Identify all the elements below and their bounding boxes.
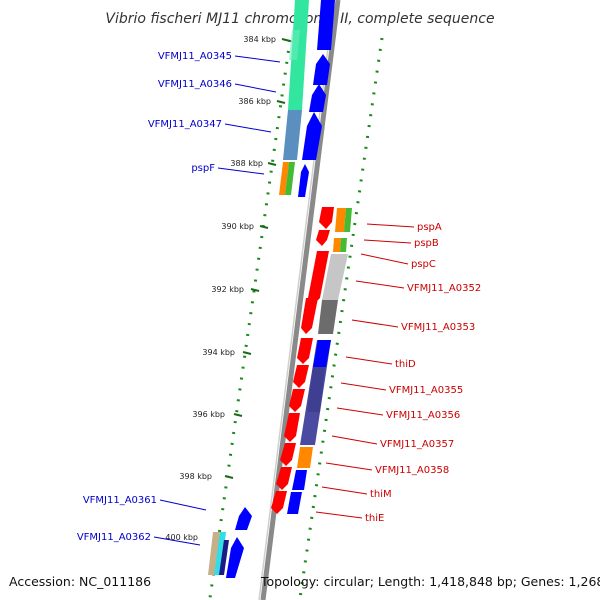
gene-label: pspC (411, 259, 436, 270)
left-gene-labels: VFMJ11_A0345 VFMJ11_A0346 VFMJ11_A0347 p… (77, 51, 232, 543)
tick-label: 390 kbp (221, 222, 254, 231)
gene-label: VFMJ11_A0357 (380, 439, 454, 450)
gene-label: pspA (417, 222, 442, 233)
tick-label: 392 kbp (211, 285, 244, 294)
tick-labels: 384 kbp 386 kbp 388 kbp 390 kbp 392 kbp … (165, 35, 276, 542)
tick-label: 386 kbp (238, 97, 271, 106)
genome-summary-text: Topology: circular; Length: 1,418,848 bp… (261, 574, 600, 589)
right-gene-labels: pspA pspB pspC VFMJ11_A0352 VFMJ11_A0353… (365, 222, 481, 524)
gene-label: thiD (395, 359, 416, 370)
tick-label: 394 kbp (202, 348, 235, 357)
gene-label: VFMJ11_A0347 (148, 119, 222, 130)
tick-label: 396 kbp (192, 410, 225, 419)
reverse-cds-bottom (208, 507, 252, 578)
right-label-connectors (315, 223, 415, 519)
gene-label: VFMJ11_A0346 (158, 79, 232, 90)
gene-label: pspB (414, 238, 439, 249)
reverse-cds-top (298, 0, 335, 197)
tick-label: 398 kbp (179, 472, 212, 481)
tick-label: 400 kbp (165, 533, 198, 542)
cog-band-left (279, 0, 309, 195)
backbone-arc (260, 0, 341, 600)
accession-text: Accession: NC_011186 (9, 574, 152, 589)
left-label-connectors (153, 55, 281, 546)
gene-label: pspF (191, 163, 215, 174)
gene-label: VFMJ11_A0356 (386, 410, 460, 421)
gene-label: thiE (365, 513, 384, 524)
gene-label: VFMJ11_A0361 (83, 495, 157, 506)
gene-label: VFMJ11_A0352 (407, 283, 481, 294)
gene-label: VFMJ11_A0345 (158, 51, 232, 62)
gene-label: VFMJ11_A0362 (77, 532, 151, 543)
tick-label: 384 kbp (243, 35, 276, 44)
gene-label: VFMJ11_A0358 (375, 465, 449, 476)
forward-cds (271, 207, 334, 514)
reverse-cds-right (287, 340, 331, 514)
gene-label: VFMJ11_A0355 (389, 385, 463, 396)
tick-label: 388 kbp (230, 159, 263, 168)
gene-label: VFMJ11_A0353 (401, 322, 475, 333)
gene-label: thiM (370, 489, 392, 500)
